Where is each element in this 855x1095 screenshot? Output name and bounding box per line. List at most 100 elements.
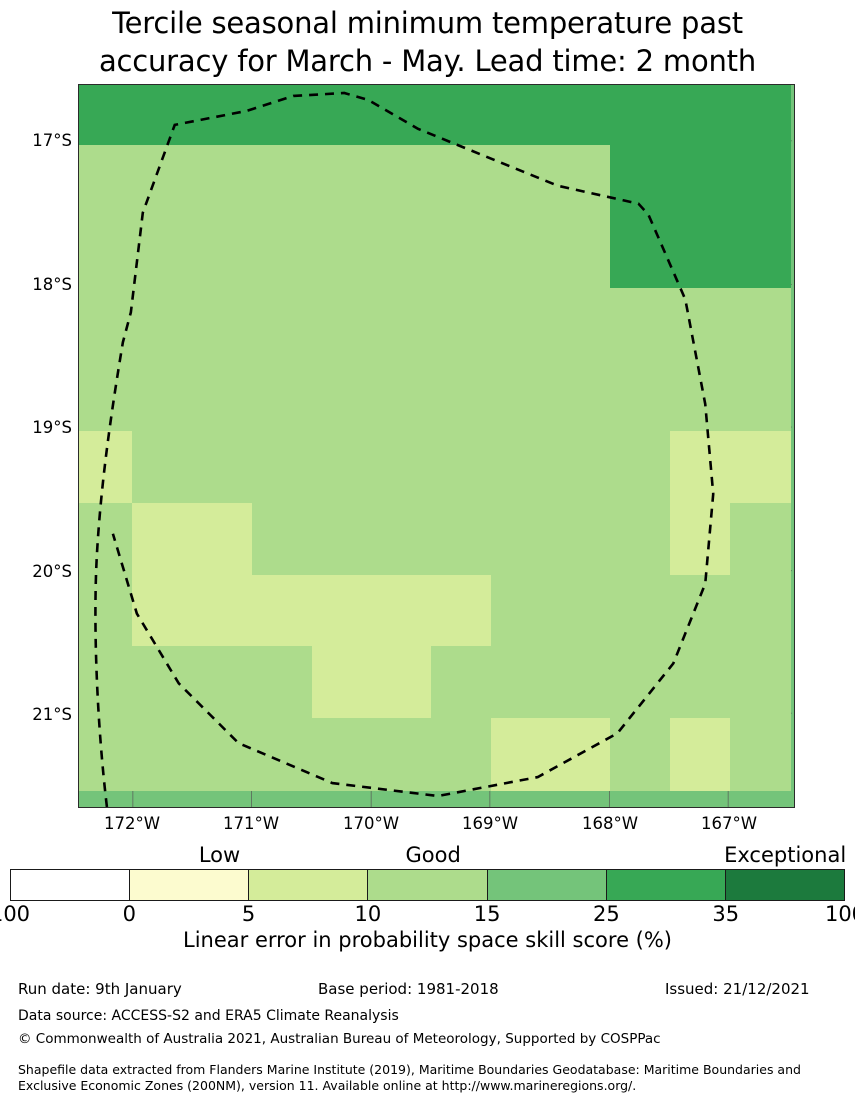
- heatmap-cell: [371, 718, 433, 791]
- heatmap-cell: [251, 574, 313, 648]
- heatmap-cell: [610, 288, 672, 361]
- heatmap-cell: [251, 359, 313, 433]
- colorbar-axis-label: Linear error in probability space skill …: [183, 928, 672, 952]
- heatmap-cell: [79, 646, 134, 720]
- heatmap-cell: [311, 503, 373, 576]
- heatmap-cell: [610, 359, 672, 433]
- heatmap-cell: [729, 646, 791, 720]
- heatmap-cell: [192, 216, 253, 290]
- colorbar-tick: 5: [241, 902, 256, 926]
- title-line-1: Tercile seasonal minimum temperature pas…: [112, 6, 743, 40]
- heatmap-cell: [371, 574, 433, 648]
- heatmap-cell: [490, 85, 552, 146]
- heatmap-cell: [431, 718, 492, 791]
- map-plot-area[interactable]: [78, 84, 795, 808]
- colorbar-segment: [129, 870, 249, 900]
- x-tick-3: 169°W: [461, 814, 519, 833]
- heatmap-cell: [79, 359, 134, 433]
- heatmap-cell: [550, 85, 612, 146]
- heatmap-cell: [670, 85, 731, 146]
- heatmap-cell: [610, 216, 672, 290]
- heatmap-cell: [431, 574, 492, 648]
- y-tick-1: 18°S: [32, 275, 72, 294]
- heatmap-cell: [132, 718, 194, 791]
- heatmap-cell: [431, 144, 492, 218]
- heatmap-cell: [729, 85, 791, 146]
- base-period: Base period: 1981-2018: [318, 980, 499, 998]
- colorbar-tick-labels: 100 0 5 10 15 25 35 100: [0, 902, 855, 928]
- heatmap-cell: [431, 216, 492, 290]
- colorbar-segment: [367, 870, 487, 900]
- heatmap-cell: [79, 144, 134, 218]
- heatmap-cell: [431, 503, 492, 576]
- heatmap-cell: [311, 431, 373, 505]
- heatmap-cell: [132, 431, 194, 505]
- heatmap-cell: [311, 216, 373, 290]
- heatmap-cell: [79, 216, 134, 290]
- x-tick-4: 168°W: [581, 814, 639, 833]
- heatmap-cell: [729, 431, 791, 505]
- heatmap-cell: [371, 503, 433, 576]
- x-tick-2: 170°W: [342, 814, 400, 833]
- heatmap-cell: [431, 85, 492, 146]
- data-source: Data source: ACCESS-S2 and ERA5 Climate …: [18, 1008, 399, 1024]
- colorbar-tick: 10: [354, 902, 382, 926]
- heatmap-cell: [670, 503, 731, 576]
- heatmap-cell: [371, 216, 433, 290]
- colorbar-tick: 0: [122, 902, 136, 926]
- colorbar-category-labels: Low Good Exceptional: [10, 843, 848, 869]
- heatmap-cell: [670, 144, 731, 218]
- y-tick-2: 19°S: [32, 418, 72, 437]
- eez-boundary-line: [94, 91, 715, 807]
- page-title: Tercile seasonal minimum temperature pas…: [0, 0, 855, 80]
- heatmap-cell: [251, 288, 313, 361]
- heatmap-cell: [550, 431, 612, 505]
- heatmap-cell: [729, 718, 791, 791]
- heatmap-cell: [490, 359, 552, 433]
- colorbar-segment: [486, 870, 606, 900]
- heatmap-cell: [192, 574, 253, 648]
- heatmap-cell: [550, 288, 612, 361]
- heatmap-cell: [132, 359, 194, 433]
- heatmap-cell: [729, 216, 791, 290]
- heatmap-cell: [550, 574, 612, 648]
- heatmap-cell: [79, 718, 134, 791]
- heatmap-cell: [192, 359, 253, 433]
- heatmap-cell: [371, 359, 433, 433]
- heatmap-cell: [431, 431, 492, 505]
- shapefile-attribution: Shapefile data extracted from Flanders M…: [18, 1062, 801, 1093]
- heatmap-cell: [79, 503, 134, 576]
- heatmap-cell: [311, 144, 373, 218]
- heatmap-cell: [192, 503, 253, 576]
- heatmap-cell: [251, 503, 313, 576]
- colorbar-tick: 25: [593, 902, 620, 926]
- heatmap-cell: [729, 288, 791, 361]
- run-date: Run date: 9th January: [18, 980, 182, 998]
- heatmap-cell: [79, 431, 134, 505]
- heatmap-cell: [371, 144, 433, 218]
- heatmap-cell: [729, 359, 791, 433]
- colorbar-segment: [11, 870, 130, 900]
- footer: Run date: 9th January Base period: 1981-…: [0, 980, 855, 1095]
- heatmap-cell: [311, 574, 373, 648]
- heatmap-cell: [610, 646, 672, 720]
- colorbar[interactable]: [10, 869, 845, 901]
- heatmap-cell: [371, 85, 433, 146]
- heatmap-cell: [490, 646, 552, 720]
- heatmap-cell: [729, 574, 791, 648]
- heatmap-cell: [311, 359, 373, 433]
- heatmap-cell: [550, 144, 612, 218]
- heatmap-cell: [192, 288, 253, 361]
- heatmap-cell: [610, 85, 672, 146]
- colorbar-segment: [605, 870, 725, 900]
- colorbar-category-label: Low: [198, 843, 241, 867]
- heatmap-cell: [490, 216, 552, 290]
- heatmap-cell: [251, 431, 313, 505]
- heatmap-cell: [311, 646, 373, 720]
- heatmap-cell: [490, 144, 552, 218]
- colorbar-tick: 100: [0, 902, 31, 926]
- copyright-notice: © Commonwealth of Australia 2021, Austra…: [18, 1031, 661, 1047]
- y-tick-4: 21°S: [32, 705, 72, 724]
- heatmap-cell: [251, 85, 313, 146]
- heatmap-cell: [729, 144, 791, 218]
